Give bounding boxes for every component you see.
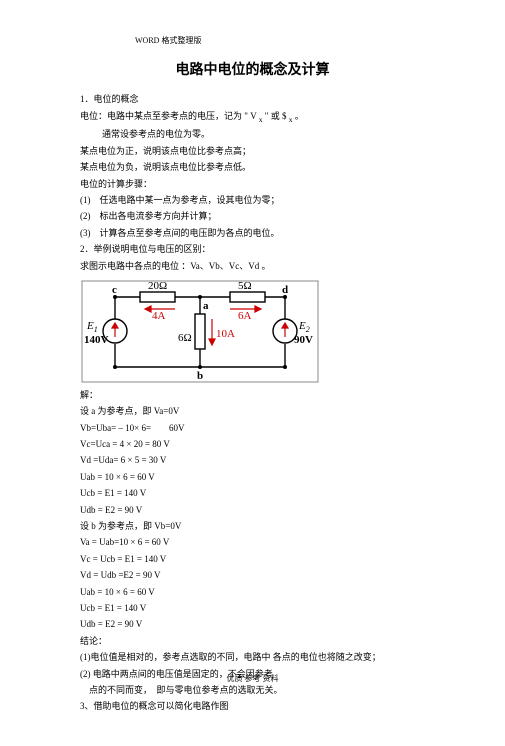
r-mid-label: 6Ω [178, 332, 192, 344]
calc-c4: 点的不同而变， 即与零电位参考点的选取无关。 [80, 683, 425, 697]
node-d: d [282, 284, 288, 296]
page-header: WORD 格式整理版 [135, 35, 425, 48]
calc-l6: Ucb = E1 = 140 V [80, 486, 425, 500]
sec1-l2: 通常设参考点的电位为零。 [102, 127, 425, 141]
sec1-l3: 某点电位为正，说明该点电位比参考点高； [80, 144, 425, 158]
calc-l7: Udb = E2 = 90 V [80, 503, 425, 517]
sec1-l4: 某点电位为负，说明该点电位比参考点低。 [80, 160, 425, 174]
node-a: a [203, 300, 209, 312]
calc-l8: 设 b 为参考点，即 Vb=0V [80, 519, 425, 533]
calc-l2: Vb=Uba= – 10× 6= 60V [80, 421, 425, 435]
sec1-heading: 1．电位的概念 [80, 92, 425, 106]
def-line: 电位：电路中某点至参考点的电压，记为 " V x " 或 $ x 。 [80, 109, 425, 126]
i-left-label: 4A [152, 310, 166, 322]
def-sub-x: x [259, 114, 263, 123]
sec1-s2: (2) 标出各电流参考方向并计算； [80, 209, 425, 223]
def-c: " 或 $ [265, 111, 287, 121]
calc-c2: (1)电位值是相对的，参考点选取的不同，电路中 各点的电位也将随之改变； [80, 650, 425, 664]
calc-c1: 结论： [80, 634, 425, 648]
sec2-l1: 求图示电路中各点的电位 ：Va、Vb、Vc、Vd 。 [80, 259, 425, 273]
def-sub-x2: x [289, 114, 293, 123]
i-mid-label: 10A [216, 328, 235, 340]
calc-l1: 设 a 为参考点，即 Va=0V [80, 404, 425, 418]
calc-c5: 3、借助电位的概念可以简化电路作图 [80, 699, 425, 713]
calc-l11: Vd = Udb =E2 = 90 V [80, 568, 425, 582]
r-top-right-label: 5Ω [238, 280, 252, 292]
def-d: 。 [295, 111, 304, 121]
sec1-s3: (3) 计算各点至参考点间的电压即为各点的电位。 [80, 226, 425, 240]
calc-l14: Udb = E2 = 90 V [80, 617, 425, 631]
sec1-l5: 电位的计算步骤： [80, 177, 425, 191]
e1-val: 140V [84, 334, 109, 346]
def-b: V [250, 111, 256, 121]
e2-val: 90V [294, 334, 313, 346]
node-b: b [197, 370, 203, 382]
calc-l13: Ucb = E1 = 140 V [80, 601, 425, 615]
node-c: c [112, 284, 117, 296]
i-right-label: 6A [238, 310, 252, 322]
sec2-heading: 2．举例说明电位与电压的区别： [80, 242, 425, 256]
e2-label: E2 [298, 320, 310, 334]
calc-l5: Uab = 10 × 6 = 60 V [80, 470, 425, 484]
r-top-left-label: 20Ω [148, 280, 167, 292]
calc-l12: Uab = 10 × 6 = 60 V [80, 585, 425, 599]
def-a: 电位：电路中某点至参考点的电压，记为 " [80, 111, 248, 121]
e1-label: E1 [86, 320, 98, 334]
calc-l3: Vc=Uca = 4 × 20 = 80 V [80, 437, 425, 451]
calc-l0: 解： [80, 388, 425, 402]
calc-l9: Va = Uab=10 × 6 = 60 V [80, 535, 425, 549]
calc-l4: Vd =Uda= 6 × 5 = 30 V [80, 453, 425, 467]
calc-l10: Vc = Ucb = E1 = 140 V [80, 552, 425, 566]
page-footer: 优质 参考 资料 [0, 673, 505, 684]
page-title: 电路中电位的概念及计算 [80, 60, 425, 82]
circuit-diagram: 20Ω 5Ω 6Ω 4A 6A 10A E1 140V E2 90V a b c… [80, 279, 425, 384]
sec1-s1: (1) 任选电路中某一点为参考点，设其电位为零； [80, 193, 425, 207]
